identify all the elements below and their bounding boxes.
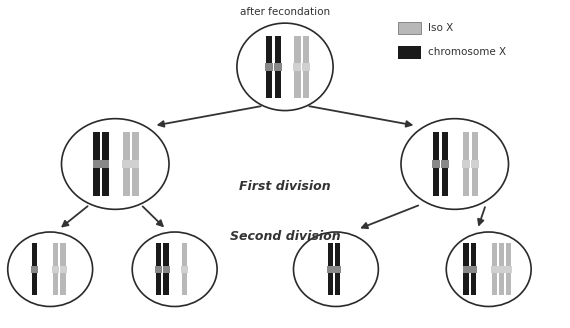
Text: chromosome X: chromosome X (428, 47, 506, 57)
Bar (441, 160, 449, 168)
Bar (102, 168, 109, 196)
Bar (334, 266, 341, 273)
Ellipse shape (401, 119, 508, 209)
Bar (506, 243, 511, 266)
Bar (123, 160, 131, 168)
Bar (302, 63, 310, 71)
Bar (398, 46, 421, 59)
Bar (499, 273, 504, 296)
Bar (156, 273, 161, 296)
Ellipse shape (132, 232, 217, 306)
Bar (60, 273, 66, 296)
Bar (181, 266, 188, 273)
Ellipse shape (62, 119, 169, 209)
Bar (303, 36, 309, 63)
Ellipse shape (8, 232, 92, 306)
Bar (471, 160, 479, 168)
Bar (182, 273, 188, 296)
Bar (266, 71, 272, 98)
Bar (60, 243, 66, 266)
Bar (398, 22, 421, 34)
Bar (442, 168, 448, 196)
Bar (432, 160, 440, 168)
Bar (164, 243, 169, 266)
Bar (92, 160, 101, 168)
Bar (471, 132, 478, 160)
Bar (182, 243, 188, 266)
Bar (506, 273, 511, 296)
Bar (463, 266, 470, 273)
Bar (498, 266, 505, 273)
Text: First division: First division (239, 180, 331, 193)
Bar (335, 243, 340, 266)
Bar (156, 243, 161, 266)
Bar (123, 168, 130, 196)
Text: after fecondation: after fecondation (240, 7, 330, 17)
Bar (470, 266, 477, 273)
Bar (328, 243, 333, 266)
Bar (32, 273, 37, 296)
Bar (471, 243, 476, 266)
Ellipse shape (237, 23, 333, 111)
Text: Second division: Second division (230, 230, 340, 243)
Bar (123, 132, 130, 160)
Bar (492, 273, 497, 296)
Bar (471, 168, 478, 196)
Bar (52, 266, 59, 273)
Bar (132, 132, 139, 160)
Bar (433, 132, 439, 160)
Bar (499, 243, 504, 266)
Bar (93, 132, 100, 160)
Bar (471, 273, 476, 296)
Bar (506, 266, 512, 273)
Bar (162, 266, 169, 273)
Bar (53, 273, 59, 296)
Bar (275, 71, 281, 98)
Bar (32, 243, 37, 266)
Bar (53, 243, 59, 266)
Ellipse shape (446, 232, 531, 306)
Bar (93, 168, 100, 196)
Bar (266, 36, 272, 63)
Bar (335, 273, 340, 296)
Ellipse shape (294, 232, 378, 306)
Bar (294, 36, 300, 63)
Bar (155, 266, 162, 273)
Bar (294, 71, 300, 98)
Bar (60, 266, 67, 273)
Bar (101, 160, 109, 168)
Bar (433, 168, 439, 196)
Bar (327, 266, 334, 273)
Bar (294, 63, 302, 71)
Bar (463, 168, 469, 196)
Bar (303, 71, 309, 98)
Bar (462, 160, 470, 168)
Bar (265, 63, 273, 71)
Bar (328, 273, 333, 296)
Bar (491, 266, 498, 273)
Bar (102, 132, 109, 160)
Bar (442, 132, 448, 160)
Bar (275, 36, 281, 63)
Bar (274, 63, 282, 71)
Bar (492, 243, 497, 266)
Bar (463, 273, 469, 296)
Bar (463, 132, 469, 160)
Bar (132, 168, 139, 196)
Bar (131, 160, 140, 168)
Bar (31, 266, 38, 273)
Text: Iso X: Iso X (428, 23, 453, 33)
Bar (463, 243, 469, 266)
Bar (164, 273, 169, 296)
